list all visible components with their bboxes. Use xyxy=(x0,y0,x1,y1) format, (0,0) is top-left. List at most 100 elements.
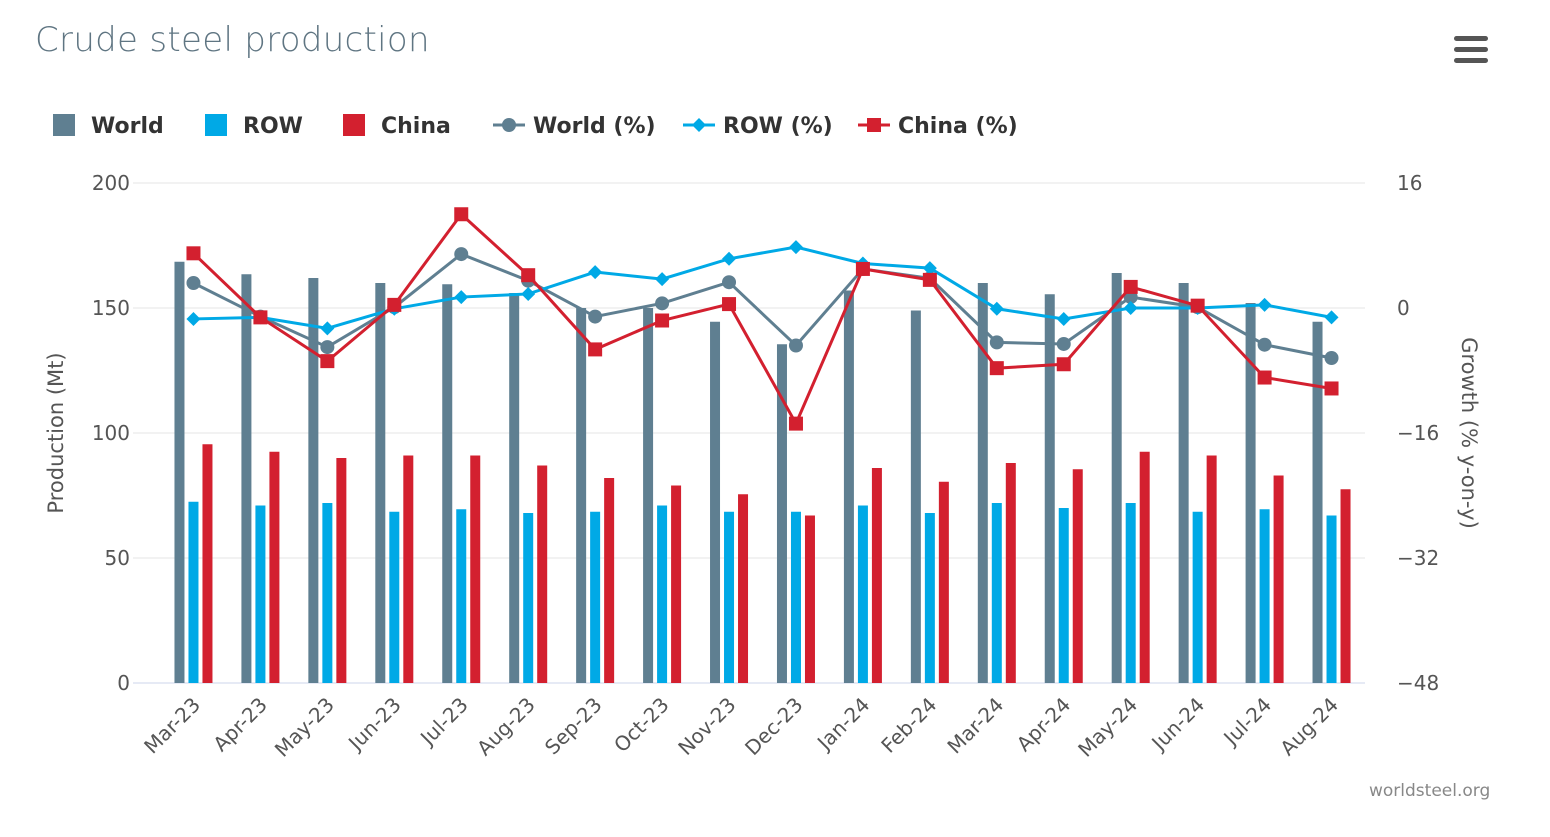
bar-world xyxy=(1245,303,1256,683)
line-china xyxy=(192,212,1332,428)
bar-row xyxy=(724,511,735,683)
bar-row xyxy=(924,513,935,683)
legend-swatch xyxy=(205,114,227,136)
credit-link[interactable]: worldsteel.org xyxy=(1369,781,1491,801)
point-world xyxy=(186,276,201,290)
bar-china xyxy=(470,455,481,683)
point-china xyxy=(253,310,268,325)
point-world xyxy=(588,309,603,324)
y-right-tick-label: −16 xyxy=(1397,421,1439,445)
bar-china xyxy=(1206,455,1217,683)
point-world xyxy=(989,335,1004,350)
point-world xyxy=(320,340,335,355)
bar-row xyxy=(790,511,801,683)
y-right-tick-label: 16 xyxy=(1397,171,1422,195)
bar-row xyxy=(322,503,333,683)
legend-item[interactable]: ROW (%) xyxy=(683,114,833,139)
x-tick-label: Oct-23 xyxy=(609,693,674,758)
bar-world xyxy=(977,283,988,683)
point-world xyxy=(454,247,469,262)
y-right-tick-label: −48 xyxy=(1397,671,1439,695)
point-row xyxy=(989,301,1004,316)
legend-label: China xyxy=(381,114,451,139)
bar-china xyxy=(1139,451,1150,683)
legend-marker xyxy=(867,118,881,132)
bar-world xyxy=(174,261,185,683)
point-row xyxy=(1324,310,1339,325)
legend-item[interactable]: World xyxy=(53,114,164,139)
bar-row xyxy=(857,505,868,683)
y-right-tick-label: 0 xyxy=(1397,296,1410,320)
bar-row xyxy=(590,511,601,683)
bar-china xyxy=(537,465,548,683)
bar-world xyxy=(1044,294,1055,683)
x-tick-label: Aug-23 xyxy=(472,693,540,761)
legend-label: China (%) xyxy=(898,114,1018,139)
bar-china xyxy=(202,444,213,683)
point-world xyxy=(1257,337,1272,352)
bar-china xyxy=(336,458,347,683)
bar-world xyxy=(1312,321,1323,683)
bar-row xyxy=(188,501,199,683)
point-china xyxy=(588,342,603,357)
x-tick-label: Feb-24 xyxy=(876,693,941,758)
x-tick-label: Dec-23 xyxy=(740,693,807,760)
point-world xyxy=(1056,336,1071,351)
y-left-tick-label: 50 xyxy=(105,546,130,570)
point-row xyxy=(788,240,803,255)
bar-china xyxy=(938,481,949,683)
point-china xyxy=(387,297,402,312)
bar-china xyxy=(804,515,815,683)
legend-label: ROW xyxy=(243,114,303,139)
bar-china xyxy=(403,455,414,683)
point-china xyxy=(521,268,536,283)
point-world xyxy=(655,296,670,311)
bar-row xyxy=(1125,503,1136,683)
x-tick-label: Jun-23 xyxy=(342,693,406,757)
point-row xyxy=(186,311,201,326)
point-china xyxy=(855,261,870,276)
point-china xyxy=(1190,298,1205,313)
point-world xyxy=(788,338,803,353)
bar-row xyxy=(389,511,400,683)
legend-label: World xyxy=(91,114,164,139)
legend-item[interactable]: China (%) xyxy=(858,114,1018,139)
bar-china xyxy=(1273,475,1284,683)
bar-china xyxy=(269,451,280,683)
bar-world xyxy=(910,310,921,683)
point-row xyxy=(1257,297,1272,312)
point-china xyxy=(1123,279,1138,294)
bar-row xyxy=(657,505,668,683)
bar-world xyxy=(843,290,854,683)
point-row xyxy=(1056,311,1071,326)
legend-label: ROW (%) xyxy=(723,114,833,139)
hamburger-menu-icon[interactable] xyxy=(1452,36,1492,68)
x-tick-label: Jun-24 xyxy=(1146,693,1210,757)
bar-row xyxy=(456,509,467,683)
x-tick-label: Jul-24 xyxy=(1218,693,1277,752)
line-row xyxy=(193,245,1332,330)
bar-china xyxy=(1340,489,1351,683)
bar-world xyxy=(241,274,252,683)
bar-china xyxy=(1072,469,1083,683)
bar-world xyxy=(308,278,319,683)
x-tick-label: Jul-23 xyxy=(414,693,473,752)
legend-item[interactable]: World (%) xyxy=(493,114,656,139)
line-world xyxy=(192,252,1332,360)
bar-china xyxy=(1005,463,1016,683)
point-row xyxy=(1123,301,1138,315)
y-right-axis-label: Growth (% y-on-y) xyxy=(1457,337,1481,529)
legend-item[interactable]: ROW xyxy=(205,114,303,139)
legend-marker xyxy=(692,118,706,132)
point-row xyxy=(588,265,603,280)
x-tick-label: Apr-24 xyxy=(1012,693,1076,757)
legend-item[interactable]: China xyxy=(343,114,451,139)
x-tick-label: May-24 xyxy=(1073,693,1142,762)
point-china xyxy=(922,272,937,287)
bar-world xyxy=(643,308,654,683)
point-world xyxy=(1324,351,1339,365)
legend-label: World (%) xyxy=(533,114,656,139)
y-left-tick-label: 150 xyxy=(92,296,130,320)
bar-world xyxy=(442,284,453,683)
point-row xyxy=(521,286,536,301)
